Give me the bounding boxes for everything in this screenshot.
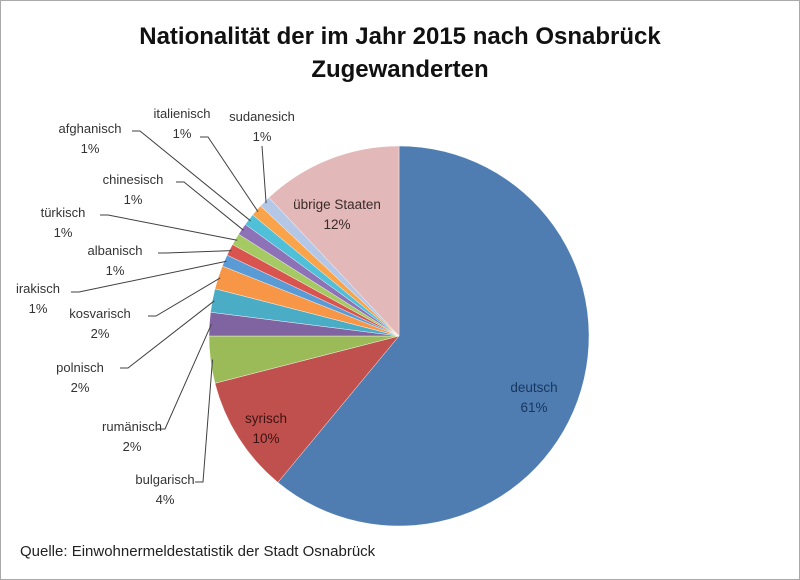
leader-line-sudanesich xyxy=(261,145,267,204)
data-label-percent: 1% xyxy=(81,141,100,156)
pie-slice-deutsch xyxy=(277,145,590,527)
data-label-name: albanisch xyxy=(88,243,143,258)
data-label-polnisch: polnisch 2% xyxy=(56,360,104,395)
pie-slice-uebrige-staaten xyxy=(268,145,400,337)
source-note: Quelle: Einwohnermeldestatistik der Stad… xyxy=(20,543,376,560)
data-label-percent: 1% xyxy=(124,192,143,207)
data-label-name: bulgarisch xyxy=(135,472,194,487)
data-label-irakisch: irakisch 1% xyxy=(16,281,60,316)
data-label-chinesisch: chinesisch 1% xyxy=(103,172,164,207)
data-label-percent: 2% xyxy=(123,439,142,454)
data-label-percent: 2% xyxy=(71,380,90,395)
leader-line-afghanisch xyxy=(132,130,251,222)
data-label-percent: 61% xyxy=(520,400,547,415)
data-label-name: übrige Staaten xyxy=(293,197,381,212)
pie-slice-syrisch xyxy=(214,335,400,483)
leader-line-bulgarisch xyxy=(195,359,213,483)
data-label-percent: 1% xyxy=(29,301,48,316)
data-label-percent: 1% xyxy=(173,126,192,141)
data-label-kosvarisch: kosvarisch 2% xyxy=(69,306,130,341)
data-label-name: afghanisch xyxy=(59,121,122,136)
data-label-percent: 10% xyxy=(252,431,279,446)
data-label-bulgarisch: bulgarisch 4% xyxy=(135,472,194,507)
leader-line-chinesisch xyxy=(176,181,244,231)
data-label-deutsch: deutsch 61% xyxy=(510,380,557,415)
data-label-name: sudanesich xyxy=(229,109,295,124)
leader-line-kosvarisch xyxy=(148,277,221,317)
chart-title-line-1: Nationalität der im Jahr 2015 nach Osnab… xyxy=(139,23,661,50)
data-label-name: irakisch xyxy=(16,281,60,296)
data-label-percent: 1% xyxy=(106,263,125,278)
data-label-percent: 4% xyxy=(156,492,175,507)
data-label-name: rumänisch xyxy=(102,419,162,434)
leader-line-polnisch xyxy=(120,300,215,369)
data-label-name: deutsch xyxy=(510,380,557,395)
data-label-albanisch: albanisch 1% xyxy=(88,243,143,278)
leader-line-albanisch xyxy=(158,250,232,254)
leader-line-rumaenisch xyxy=(157,323,212,430)
data-label-name: syrisch xyxy=(245,411,287,426)
data-label-name: kosvarisch xyxy=(69,306,130,321)
data-label-rumaenisch: rumänisch 2% xyxy=(102,419,162,454)
leader-lines xyxy=(71,130,267,483)
data-label-syrisch: syrisch 10% xyxy=(245,411,287,446)
chart-title: Nationalität der im Jahr 2015 nach Osnab… xyxy=(0,20,800,86)
leader-line-irakisch xyxy=(71,260,227,293)
leader-line-italienisch xyxy=(200,136,259,212)
data-label-name: chinesisch xyxy=(103,172,164,187)
data-label-percent: 2% xyxy=(91,326,110,341)
data-label-percent: 12% xyxy=(323,217,350,232)
data-label-percent: 1% xyxy=(54,225,73,240)
data-label-name: türkisch xyxy=(41,205,86,220)
data-label-tuerkisch: türkisch 1% xyxy=(41,205,86,240)
data-label-sudanesich: sudanesich 1% xyxy=(229,109,295,144)
data-labels: deutsch 61% syrisch 10% bulgarisch 4% rumänisc… xyxy=(16,106,558,507)
data-label-uebrige-staaten: übrige Staaten 12% xyxy=(293,197,381,232)
leader-line-tuerkisch xyxy=(100,214,238,241)
chart-title-line-2: Zugewanderten xyxy=(311,56,489,83)
data-label-afghanisch: afghanisch 1% xyxy=(59,121,122,156)
data-label-name: italienisch xyxy=(153,106,210,121)
data-label-percent: 1% xyxy=(253,129,272,144)
data-label-italienisch: italienisch 1% xyxy=(153,106,210,141)
data-label-name: polnisch xyxy=(56,360,104,375)
pie-slices xyxy=(208,145,590,527)
